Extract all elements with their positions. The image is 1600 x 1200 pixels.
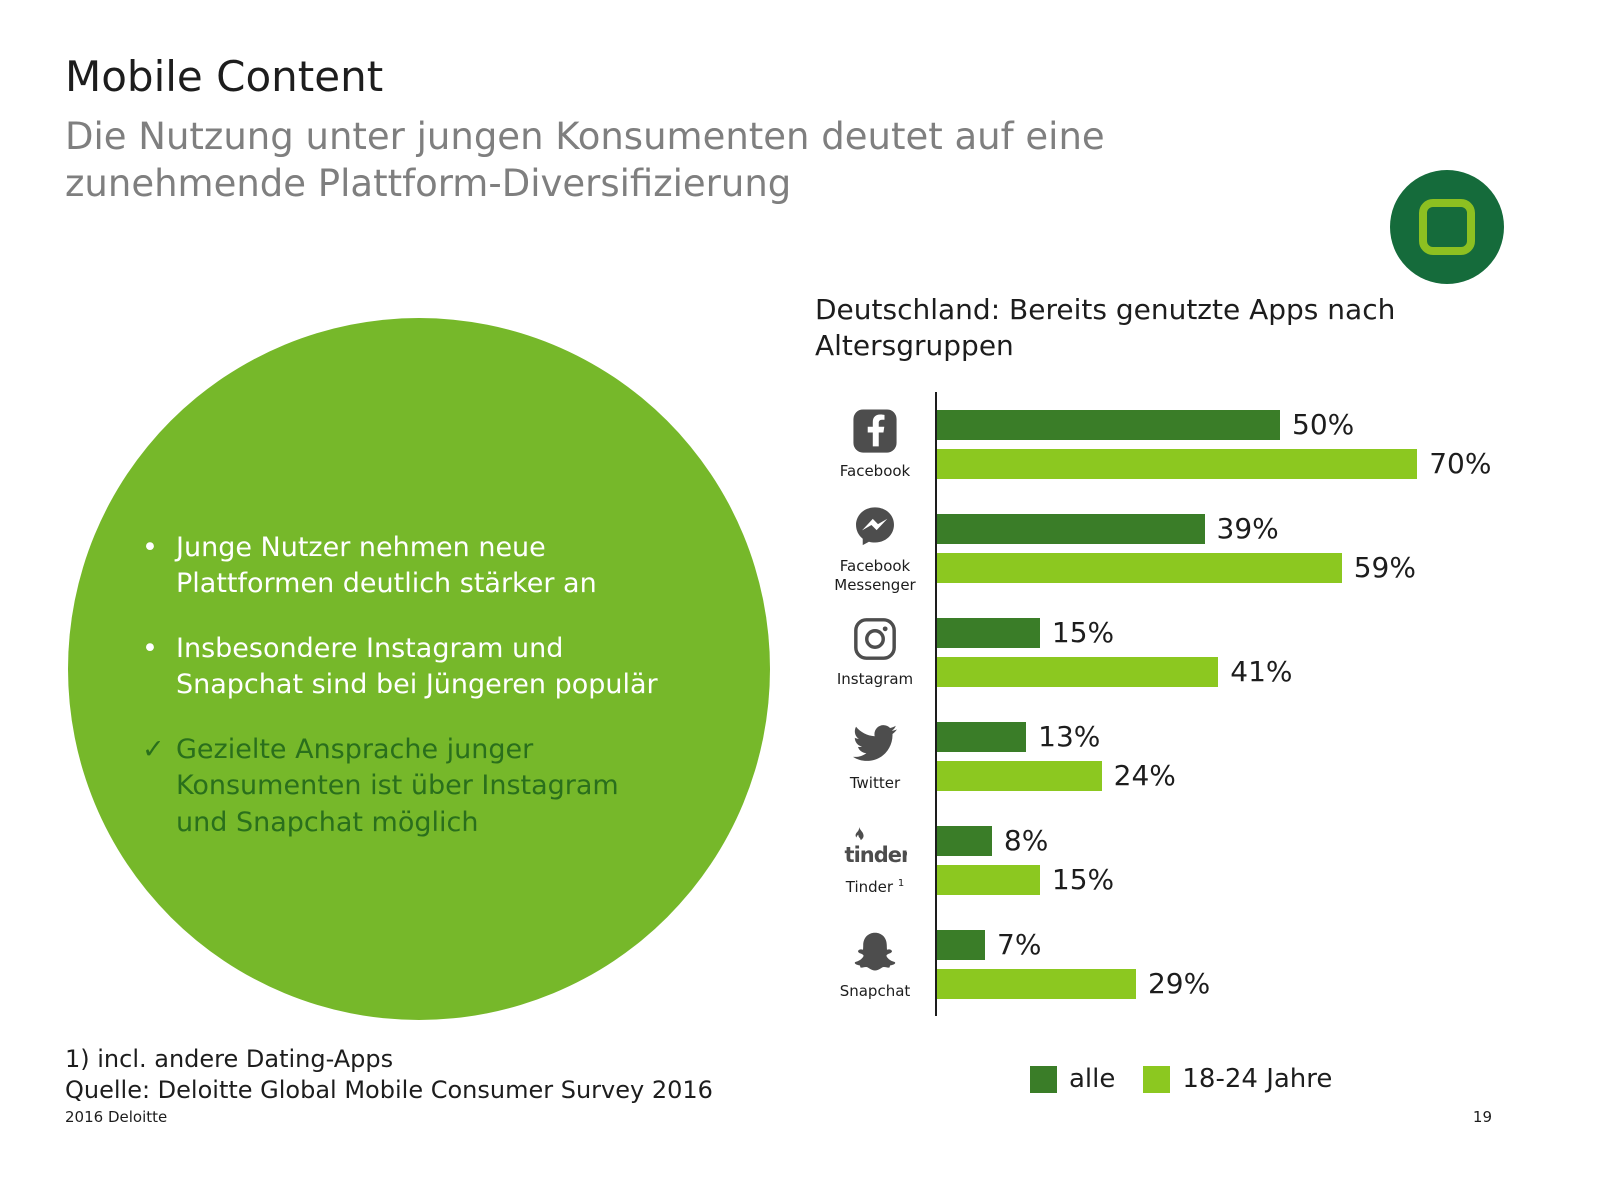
bar-18-24 <box>937 552 1342 583</box>
footnote-source: Quelle: Deloitte Global Mobile Consumer … <box>65 1076 713 1105</box>
bar-18-24 <box>937 864 1040 895</box>
chart-row: Facebook Messenger 39% 59% <box>815 496 1555 600</box>
chart-category: Instagram <box>815 600 935 704</box>
bar-18-24 <box>937 968 1136 999</box>
chart-row: Twitter 13% 24% <box>815 704 1555 808</box>
value-label: 7% <box>997 928 1042 961</box>
messenger-icon <box>852 502 898 550</box>
chart-bars: 13% 24% <box>935 704 1555 808</box>
bar-row: 13% <box>937 720 1555 753</box>
value-label: 8% <box>1003 824 1049 857</box>
bar-row: 59% <box>937 551 1555 584</box>
value-label: 59% <box>1353 551 1416 584</box>
category-label: Facebook Messenger <box>834 556 916 594</box>
bar-18-24 <box>937 448 1418 479</box>
facebook-icon <box>852 407 898 455</box>
svg-text:tinder: tinder <box>845 843 907 867</box>
bullet-item: • Insbesondere Instagram und Snapchat si… <box>142 631 702 704</box>
value-label: 15% <box>1051 616 1115 649</box>
footer-copyright: 2016 Deloitte <box>65 1108 168 1126</box>
instagram-icon <box>852 615 898 663</box>
chart-rows: Facebook 50% 70% Facebook Messenger 39% 59% In… <box>815 392 1555 1016</box>
bar-alle <box>937 825 992 856</box>
bar-row: 39% <box>937 512 1555 545</box>
chart-row: Facebook 50% 70% <box>815 392 1555 496</box>
bar-alle <box>937 929 986 960</box>
bar-row: 50% <box>937 408 1555 441</box>
bar-alle <box>937 513 1205 544</box>
legend-label-18-24: 18-24 Jahre <box>1182 1064 1333 1094</box>
bar-row: 24% <box>937 759 1555 792</box>
legend-swatch-alle <box>1030 1065 1057 1093</box>
bar-row: 70% <box>937 447 1555 480</box>
bar-alle <box>937 617 1040 648</box>
bar-row: 7% <box>937 928 1555 961</box>
brand-logo <box>1390 170 1504 284</box>
category-label: Tinder 1 <box>845 878 905 897</box>
bar-row: 29% <box>937 967 1555 1000</box>
chart-bars: 15% 41% <box>935 600 1555 704</box>
page-title: Mobile Content <box>65 52 384 101</box>
bar-18-24 <box>937 760 1102 791</box>
chart-category: Snapchat <box>815 912 935 1016</box>
bar-18-24 <box>937 656 1219 687</box>
snapchat-icon <box>852 927 898 975</box>
category-label: Instagram <box>836 670 914 689</box>
chart-bars: 7% 29% <box>935 912 1555 1016</box>
bar-alle <box>937 721 1027 752</box>
bar-row: 15% <box>937 863 1555 896</box>
value-label: 15% <box>1051 863 1115 896</box>
category-label: Facebook <box>839 462 911 481</box>
bullet-text: Junge Nutzer nehmen neue Plattformen deu… <box>176 532 597 600</box>
bar-alle <box>937 409 1280 440</box>
value-label: 13% <box>1038 720 1101 753</box>
value-label: 39% <box>1216 512 1279 545</box>
value-label: 70% <box>1429 447 1492 480</box>
page-subtitle: Die Nutzung unter jungen Konsumenten deu… <box>65 115 1105 206</box>
bar-row: 41% <box>937 655 1555 688</box>
chart-title: Deutschland: Bereits genutzte Apps nach … <box>815 293 1396 363</box>
bullet-marker: • <box>142 532 158 563</box>
chart-legend: alle 18-24 Jahre <box>1030 1064 1348 1094</box>
page-number: 19 <box>1472 1108 1492 1126</box>
chart-category: Facebook <box>815 392 935 496</box>
brand-logo-square-icon <box>1419 199 1475 255</box>
chart-category: Twitter <box>815 704 935 808</box>
chart-bars: 8% 15% <box>935 808 1555 912</box>
bullet-text: Gezielte Ansprache junger Konsumenten is… <box>176 733 619 838</box>
value-label: 29% <box>1147 967 1211 1000</box>
bullet-text: Insbesondere Instagram und Snapchat sind… <box>176 632 658 701</box>
bullet-item: • Junge Nutzer nehmen neue Plattformen d… <box>142 530 702 603</box>
bullet-item-check: ✓ Gezielte Ansprache junger Konsumenten … <box>142 732 702 841</box>
bullet-list: • Junge Nutzer nehmen neue Plattformen d… <box>142 530 702 869</box>
value-label: 24% <box>1113 759 1176 792</box>
legend-label-alle: alle <box>1069 1064 1116 1094</box>
twitter-icon <box>853 719 897 767</box>
tinder-icon: tinder <box>843 823 907 871</box>
legend-swatch-18-24 <box>1143 1065 1171 1093</box>
category-label: Twitter <box>849 774 901 793</box>
check-icon: ✓ <box>142 733 165 765</box>
value-label: 41% <box>1230 655 1293 688</box>
footnotes: 1) incl. andere Dating-Apps Quelle: Delo… <box>65 1044 713 1106</box>
bar-row: 15% <box>937 616 1555 649</box>
footnote-1: 1) incl. andere Dating-Apps <box>65 1045 394 1073</box>
value-label: 50% <box>1292 408 1355 441</box>
category-label: Snapchat <box>839 982 911 1001</box>
chart-category: Facebook Messenger <box>815 496 935 600</box>
chart-row: Snapchat 7% 29% <box>815 912 1555 1016</box>
chart-bars: 39% 59% <box>935 496 1555 600</box>
chart-row: tinder Tinder 1 8% 15% <box>815 808 1555 912</box>
green-bubble: • Junge Nutzer nehmen neue Plattformen d… <box>68 318 770 1020</box>
bar-row: 8% <box>937 824 1555 857</box>
bullet-marker: • <box>142 632 158 664</box>
chart-bars: 50% 70% <box>935 392 1555 496</box>
chart-row: Instagram 15% 41% <box>815 600 1555 704</box>
chart-category: tinder Tinder 1 <box>815 808 935 912</box>
